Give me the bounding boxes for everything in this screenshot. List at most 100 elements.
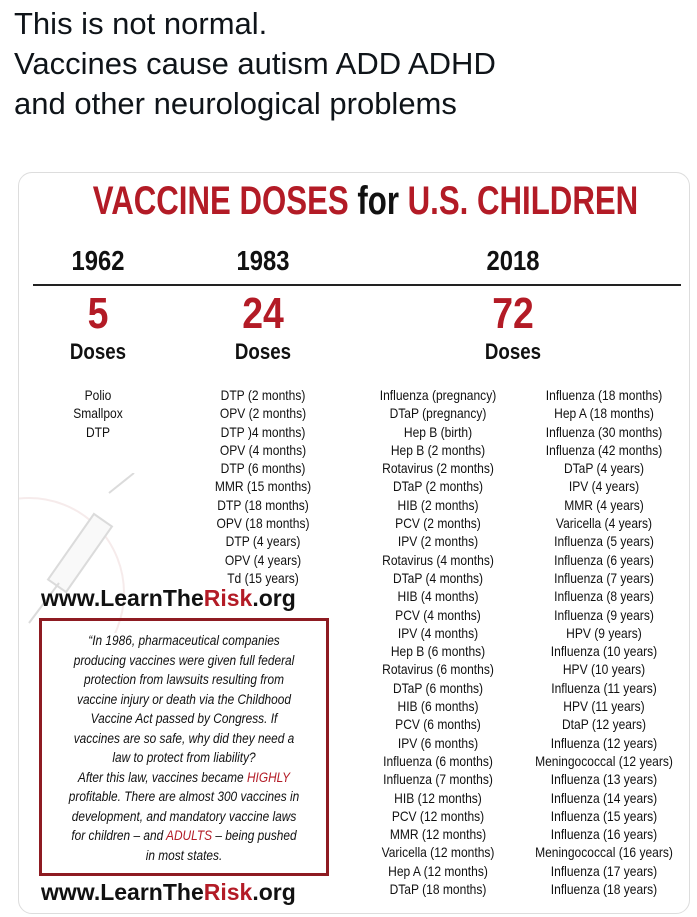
vaccine-list: Polio Smallpox DTP bbox=[21, 386, 176, 441]
dose-unit: Doses bbox=[234, 339, 292, 364]
text-segment: After this law, vaccines became bbox=[77, 769, 244, 785]
text-segment: .org bbox=[252, 585, 296, 611]
website: www.LearnTheRisk.org bbox=[41, 585, 296, 612]
vaccine-item: OPV (4 months) bbox=[219, 441, 307, 458]
vaccine-item: Influenza (17 years) bbox=[550, 862, 658, 879]
vaccine-item: Influenza (7 months) bbox=[383, 771, 493, 788]
vaccine-item: HPV (11 years) bbox=[563, 698, 645, 715]
year: 2018 bbox=[486, 245, 540, 276]
text-segment: protection from lawsuits resulting from bbox=[83, 672, 285, 687]
quote-line: development, and mandatory vaccine laws bbox=[59, 807, 309, 827]
vaccine-item: Influenza (11 years) bbox=[551, 679, 657, 696]
vaccine-item: Influenza (12 years) bbox=[550, 734, 658, 751]
vaccine-item: IPV (4 years) bbox=[568, 478, 640, 495]
vaccine-item: Influenza (42 months) bbox=[545, 441, 663, 458]
vaccine-list: DTP (2 months) OPV (2 months) DTP )4 month… bbox=[186, 386, 341, 587]
divider bbox=[33, 284, 681, 286]
vaccine-item: OPV (4 years) bbox=[224, 551, 302, 568]
column-header: 1983 24 Doses bbox=[195, 245, 331, 365]
vaccine-item: Hep A (18 months) bbox=[554, 405, 654, 422]
image-card: VACCINE DOSES for U.S. CHILDREN 1962 5 Dos… bbox=[18, 172, 690, 914]
vaccine-item: OPV (2 months) bbox=[219, 405, 307, 422]
vaccine-item: Varicella (4 years) bbox=[555, 515, 653, 532]
vaccine-item: DTP bbox=[85, 423, 111, 440]
text-segment: vaccines are so safe, why did they need … bbox=[73, 730, 295, 746]
vaccine-item: IPV (6 months) bbox=[397, 734, 479, 751]
vaccine-item: Meningococcal (12 years) bbox=[535, 752, 673, 769]
text-segment: Risk bbox=[203, 879, 253, 905]
column-header: 2018 72 Doses bbox=[445, 245, 581, 365]
text-segment: VACCINE DOSES bbox=[92, 179, 349, 223]
vaccine-item: Influenza (30 months) bbox=[545, 423, 663, 440]
vaccine-item: Varicella (12 months) bbox=[381, 844, 495, 861]
vaccine-item: Td (15 years) bbox=[227, 569, 299, 586]
dose-unit: Doses bbox=[69, 339, 127, 364]
quote-line: vaccines are so safe, why did they need … bbox=[59, 729, 309, 749]
vaccine-item: Hep B (2 months) bbox=[390, 441, 486, 458]
text-segment: profitable. There are almost 300 vaccine… bbox=[68, 789, 300, 804]
vaccine-item: Influenza (18 years) bbox=[550, 881, 658, 898]
text-segment: “In 1986, pharmaceutical companies bbox=[88, 633, 280, 648]
vaccine-item: DTP (2 months) bbox=[220, 387, 306, 403]
post-line: This is not normal. bbox=[14, 6, 268, 41]
vaccine-item: Hep B (6 months) bbox=[390, 643, 486, 660]
year: 1983 bbox=[236, 245, 290, 276]
quote-line: profitable. There are almost 300 vaccine… bbox=[59, 787, 309, 807]
quote-line: After this law, vaccines became HIGHLY bbox=[59, 768, 309, 788]
vaccine-item: HPV (9 years) bbox=[566, 624, 642, 641]
vaccine-list: Influenza (18 months) Hep A (18 months) In… bbox=[527, 386, 682, 898]
vaccine-item: Influenza (6 months) bbox=[383, 752, 493, 769]
vaccine-item: Influenza (9 years) bbox=[554, 606, 654, 623]
vaccine-item: MMR (4 years) bbox=[564, 496, 644, 513]
vaccine-item: IPV (2 months) bbox=[397, 533, 479, 550]
vaccine-item: PCV (2 months) bbox=[395, 515, 481, 532]
vaccine-item: DTP (6 months) bbox=[220, 460, 306, 477]
vaccine-item: Influenza (5 years) bbox=[554, 533, 654, 550]
vaccine-item: DTaP (4 years) bbox=[563, 460, 645, 477]
quote-line: for children – and ADULTS – being pushed bbox=[59, 826, 309, 846]
vaccine-item: PCV (6 months) bbox=[395, 716, 481, 733]
vaccine-item: DtaP (12 years) bbox=[561, 716, 647, 733]
text-segment: for bbox=[357, 179, 399, 223]
quote-line: producing vaccines were given full feder… bbox=[59, 651, 309, 671]
vaccine-item: Influenza (6 years) bbox=[554, 551, 654, 568]
quote: “In 1986, pharmaceutical companies produc… bbox=[59, 631, 309, 865]
text-segment: Risk bbox=[203, 585, 253, 611]
vaccine-item: Smallpox bbox=[73, 405, 123, 422]
vaccine-item: Hep B (birth) bbox=[403, 423, 473, 440]
vaccine-item: OPV (18 months) bbox=[216, 515, 310, 532]
vaccine-item: PCV (12 months) bbox=[391, 807, 485, 824]
quote-box: “In 1986, pharmaceutical companies produc… bbox=[39, 618, 329, 876]
dose-count: 5 bbox=[87, 289, 109, 338]
vaccine-item: Rotavirus (6 months) bbox=[382, 661, 494, 678]
vaccine-item: MMR (12 months) bbox=[389, 826, 487, 843]
dose-count: 72 bbox=[492, 289, 534, 338]
text-segment: for children – and bbox=[71, 828, 164, 843]
vaccine-item: DTaP (pregnancy) bbox=[389, 405, 487, 422]
quote-line: Vaccine Act passed by Congress. If bbox=[59, 709, 309, 729]
text-segment: U.S. CHILDREN bbox=[407, 179, 639, 223]
text-segment: in most states. bbox=[145, 847, 223, 863]
text-segment: development, and mandatory vaccine laws bbox=[71, 808, 297, 824]
vaccine-item: Influenza (16 years) bbox=[550, 826, 658, 843]
text-segment: www.LearnThe bbox=[41, 879, 204, 905]
vaccine-item: HIB (12 months) bbox=[394, 789, 482, 806]
vaccine-item: HIB (4 months) bbox=[397, 588, 479, 605]
vaccine-item: Influenza (18 months) bbox=[545, 387, 663, 403]
vaccine-item: DTP (4 years) bbox=[225, 533, 301, 550]
text-segment: producing vaccines were given full feder… bbox=[73, 652, 295, 668]
vaccine-item: Influenza (15 years) bbox=[550, 807, 658, 824]
text-segment: .org bbox=[252, 879, 296, 905]
text-segment: ADULTS bbox=[166, 828, 213, 843]
post-text: This is not normal. Vaccines cause autism… bbox=[14, 4, 496, 124]
vaccine-item: Influenza (10 years) bbox=[550, 643, 658, 660]
text-segment: law to protect from liability? bbox=[112, 750, 256, 765]
vaccine-item: MMR (15 months) bbox=[214, 478, 312, 495]
quote-line: “In 1986, pharmaceutical companies bbox=[59, 631, 309, 651]
post-line: Vaccines cause autism ADD ADHD bbox=[14, 46, 496, 81]
vaccine-item: Rotavirus (2 months) bbox=[382, 460, 494, 477]
vaccine-list: Influenza (pregnancy) DTaP (pregnancy) Hep… bbox=[361, 386, 516, 898]
website: www.LearnTheRisk.org bbox=[41, 879, 296, 906]
vaccine-item: Rotavirus (4 months) bbox=[382, 551, 494, 568]
